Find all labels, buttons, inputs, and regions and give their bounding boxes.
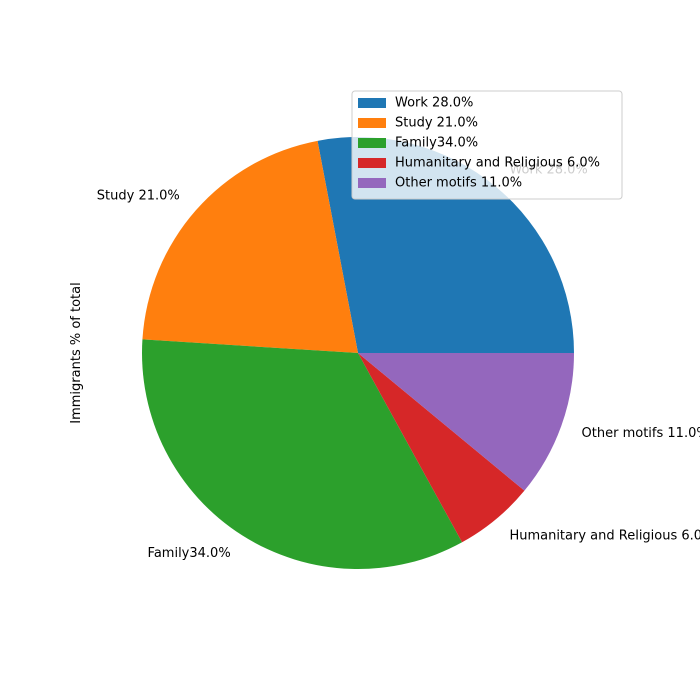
- legend-label-2: Family34.0%: [395, 136, 478, 151]
- pie-slice-3: [358, 353, 525, 543]
- slice-label-1: Study 21.0%: [97, 188, 180, 203]
- slice-label-2: Family34.0%: [148, 546, 231, 561]
- legend-label-1: Study 21.0%: [395, 116, 478, 131]
- legend-frame: [351, 90, 623, 200]
- legend: Work 28.0% Study 21.0% Family34.0% Humanita…: [351, 90, 623, 200]
- legend-swatch-3: [358, 158, 386, 168]
- pie-slice-4: [358, 353, 574, 491]
- pie-slice-2: [141, 339, 463, 569]
- legend-swatch-4: [358, 178, 386, 188]
- y-axis-label: Immigrants % of total: [69, 282, 84, 423]
- legend-label-4: Other motifs 11.0%: [395, 176, 522, 191]
- legend-swatch-2: [358, 138, 386, 148]
- legend-label-0: Work 28.0%: [395, 96, 473, 111]
- legend-swatch-0: [358, 98, 386, 108]
- pie-slices: [141, 137, 574, 569]
- legend-label-3: Humanitary and Religious 6.0%: [395, 156, 600, 171]
- pie-slice-1: [142, 140, 358, 353]
- slice-label-3: Humanitary and Religious 6.0%: [509, 529, 700, 544]
- slice-labels: Work 28.0%Study 21.0%Family34.0%Humanita…: [97, 162, 700, 561]
- slice-label-4: Other motifs 11.0%: [582, 426, 700, 441]
- legend-swatch-1: [358, 118, 386, 128]
